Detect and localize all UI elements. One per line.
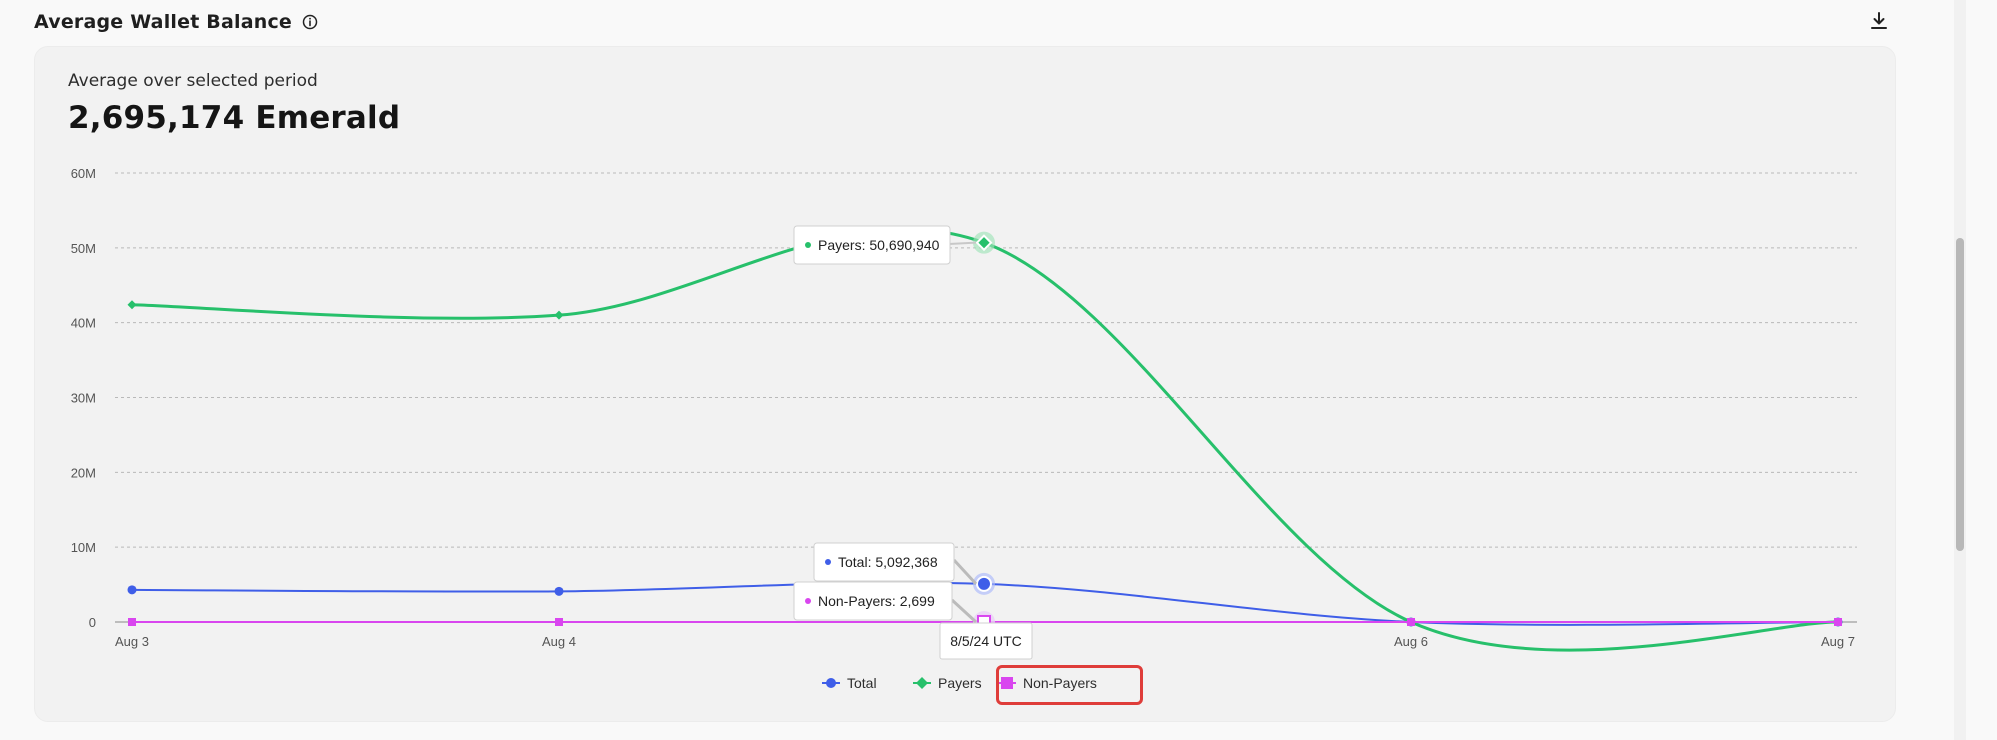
tooltip-non-payers-label-box bbox=[793, 581, 953, 621]
summary-value: 2,695,174 Emerald bbox=[68, 100, 401, 136]
chart-card bbox=[34, 46, 1896, 722]
y-tick-label-3: 30M bbox=[71, 391, 96, 406]
data-point-total-aug-5[interactable] bbox=[976, 575, 992, 592]
legend-marker-payers[interactable] bbox=[916, 677, 928, 689]
data-point-non-payers-aug-6[interactable] bbox=[1407, 618, 1415, 626]
tooltip-date-label: 8/5/24 UTC bbox=[950, 633, 1022, 649]
summary-label: Average over selected period bbox=[68, 71, 318, 91]
tooltip-connector-non-payers bbox=[950, 598, 978, 624]
x-tick-label-aug-3: Aug 3 bbox=[115, 634, 149, 649]
y-tick-label-0: 0 bbox=[89, 615, 96, 630]
x-tick-label-aug-4: Aug 4 bbox=[542, 634, 576, 649]
tooltip-date-box bbox=[939, 622, 1033, 660]
tooltip-total-label-box bbox=[813, 542, 955, 582]
tooltip-non-payers-label-dot bbox=[805, 598, 811, 604]
legend-label-non-payers: Non-Payers bbox=[1023, 675, 1097, 691]
legend-marker-total[interactable] bbox=[826, 678, 836, 688]
y-tick-label-4: 40M bbox=[71, 316, 96, 331]
data-point-total-aug-3[interactable] bbox=[127, 585, 137, 595]
legend-label-payers: Payers bbox=[938, 675, 982, 691]
tooltip-connector-payers bbox=[948, 241, 977, 245]
tooltip-non-payers-label: Non-Payers: 2,699 bbox=[818, 593, 935, 609]
data-point-payers-aug-3[interactable] bbox=[127, 300, 137, 310]
data-point-payers-aug-4[interactable] bbox=[554, 310, 564, 320]
data-point-non-payers-aug-4[interactable] bbox=[555, 618, 563, 626]
tooltip-total-label-dot bbox=[825, 559, 831, 565]
vertical-scrollbar-thumb[interactable] bbox=[1956, 238, 1964, 551]
tooltip-payers-label-box bbox=[793, 225, 951, 265]
y-tick-label-5: 50M bbox=[71, 241, 96, 256]
tooltip-payers-label: Payers: 50,690,940 bbox=[818, 237, 940, 253]
x-tick-label-aug-7: Aug 7 bbox=[1821, 634, 1855, 649]
data-point-payers-aug-5[interactable] bbox=[975, 234, 993, 252]
download-icon[interactable] bbox=[1868, 10, 1890, 32]
legend-marker-non-payers[interactable] bbox=[1001, 677, 1013, 689]
y-tick-label-6: 60M bbox=[71, 166, 96, 181]
y-tick-label-2: 20M bbox=[71, 465, 96, 480]
data-point-non-payers-aug-7[interactable] bbox=[1834, 618, 1842, 626]
y-tick-label-1: 10M bbox=[71, 540, 96, 555]
tooltip-connector-total bbox=[952, 558, 978, 585]
x-tick-label-aug-6: Aug 6 bbox=[1394, 634, 1428, 649]
panel-header: Average Wallet Balance bbox=[34, 8, 318, 36]
page-right-gutter bbox=[1966, 0, 1997, 740]
data-point-total-aug-4[interactable] bbox=[554, 586, 564, 596]
tooltip-total-label: Total: 5,092,368 bbox=[838, 554, 938, 570]
data-point-non-payers-aug-3[interactable] bbox=[128, 618, 136, 626]
legend-label-total: Total bbox=[847, 675, 877, 691]
info-icon[interactable] bbox=[302, 14, 318, 30]
tooltip-payers-label-dot bbox=[805, 242, 811, 248]
series-line-payers bbox=[130, 227, 1840, 652]
panel-title: Average Wallet Balance bbox=[34, 11, 293, 33]
